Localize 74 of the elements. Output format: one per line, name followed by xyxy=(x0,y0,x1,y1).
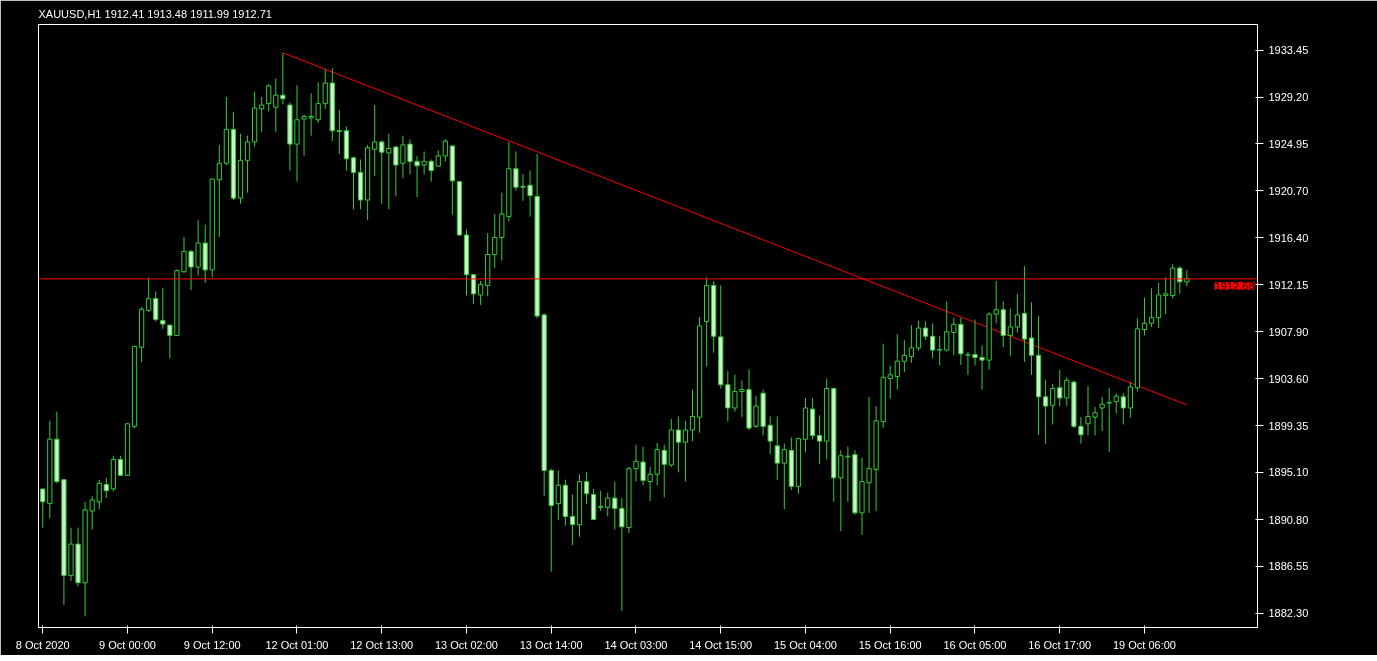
x-tick-label: 8 Oct 2020 xyxy=(15,638,70,651)
candlestick xyxy=(478,280,484,306)
candlestick xyxy=(160,287,166,330)
candlestick xyxy=(153,290,159,322)
candlestick xyxy=(817,414,823,465)
x-tick-label: 12 Oct 13:00 xyxy=(350,638,414,651)
candlestick xyxy=(244,135,251,194)
candlestick xyxy=(937,335,943,367)
candlestick xyxy=(894,333,900,391)
candlestick xyxy=(1078,416,1084,445)
candlestick xyxy=(1120,392,1126,425)
y-tick-label: 1916.40 xyxy=(1268,231,1309,244)
candlestick xyxy=(1163,276,1169,315)
candlestick xyxy=(146,276,152,313)
candlestick xyxy=(915,320,922,352)
x-tick-label: 9 Oct 00:00 xyxy=(99,638,156,651)
x-tick-label: 14 Oct 03:00 xyxy=(604,638,668,651)
y-tick-label: 1895.10 xyxy=(1268,466,1309,479)
candlestick xyxy=(569,493,576,546)
x-tick-label: 19 Oct 06:00 xyxy=(1113,638,1177,651)
y-tick-label: 1903.60 xyxy=(1268,372,1309,385)
candlestick xyxy=(1106,387,1112,453)
y-tick-label: 1886.55 xyxy=(1268,560,1309,573)
candlestick xyxy=(1043,379,1049,445)
candlestick xyxy=(1127,381,1133,419)
y-tick-label: 1929.20 xyxy=(1268,91,1309,104)
y-tick-label: 1907.90 xyxy=(1268,325,1309,338)
candlestick xyxy=(583,471,590,505)
candlestick xyxy=(781,443,787,510)
x-tick-label: 14 Oct 15:00 xyxy=(689,638,753,651)
candlestick xyxy=(1156,282,1162,329)
x-tick-label: 15 Oct 16:00 xyxy=(858,638,922,651)
y-tick-label: 1890.80 xyxy=(1268,513,1309,526)
candlestick xyxy=(216,144,222,238)
candlestick xyxy=(682,420,689,483)
x-tick-label: 12 Oct 01:00 xyxy=(265,638,329,651)
y-tick-label: 1933.45 xyxy=(1268,44,1309,57)
x-tick-label: 15 Oct 04:00 xyxy=(774,638,837,651)
y-tick-label: 1920.70 xyxy=(1268,184,1309,197)
candlestick xyxy=(336,109,342,155)
candlestick xyxy=(675,415,681,473)
candlestick xyxy=(1099,396,1105,432)
candlestick xyxy=(598,490,604,512)
y-tick-label: 1912.15 xyxy=(1268,278,1309,291)
y-tick-label: 1924.95 xyxy=(1268,137,1309,150)
y-tick-label: 1882.30 xyxy=(1268,607,1309,620)
candlestick xyxy=(259,96,265,133)
candlestick xyxy=(492,213,498,269)
candlestick xyxy=(689,389,696,442)
candlestick xyxy=(1050,383,1056,425)
candlestick xyxy=(350,156,357,210)
candlestick xyxy=(442,138,448,162)
candlestick xyxy=(908,324,915,364)
candlestick xyxy=(1141,297,1148,336)
candlestick xyxy=(1148,287,1155,328)
candlestick xyxy=(1028,301,1035,376)
candlestick xyxy=(372,104,378,177)
candlestick xyxy=(555,469,561,521)
candlestick xyxy=(774,415,780,481)
candlestick xyxy=(930,322,936,359)
x-tick-label: 9 Oct 12:00 xyxy=(183,638,241,651)
candlestick xyxy=(1007,308,1013,357)
x-tick-label: 16 Oct 17:00 xyxy=(1028,638,1092,651)
y-tick-label: 1899.35 xyxy=(1268,419,1309,432)
chart-title: XAUUSD,H1 1912.41 1913.48 1911.99 1912.71 xyxy=(38,7,272,20)
candlestick xyxy=(1014,293,1020,333)
candlestick xyxy=(922,320,929,341)
ref-line-label: 1912.68 xyxy=(1214,279,1255,292)
candlestick xyxy=(901,339,907,373)
candlestick xyxy=(103,477,109,499)
candlestick xyxy=(1113,392,1119,414)
x-tick-label: 16 Oct 05:00 xyxy=(943,638,1007,651)
x-tick-label: 13 Oct 14:00 xyxy=(519,638,583,651)
x-tick-label: 13 Oct 02:00 xyxy=(435,638,498,651)
